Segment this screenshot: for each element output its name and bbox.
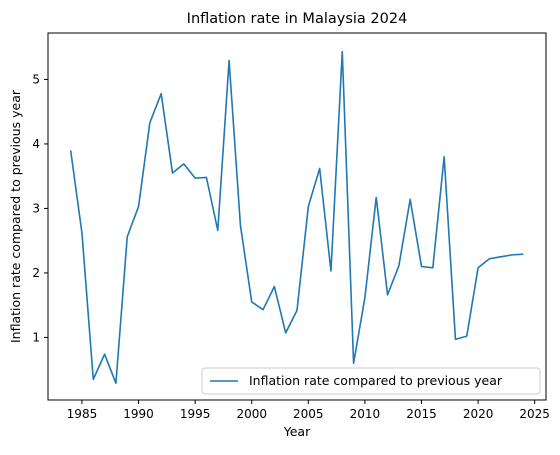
x-tick-label: 1985 — [67, 407, 98, 421]
x-tick-label: 2005 — [293, 407, 324, 421]
chart-title: Inflation rate in Malaysia 2024 — [187, 11, 408, 27]
y-tick-label: 1 — [32, 330, 40, 344]
legend: Inflation rate compared to previous year — [201, 367, 541, 395]
x-axis: 1985 1990 1995 2000 2005 2010 2015 2020 2025 — [67, 400, 550, 421]
x-tick-label: 1990 — [123, 407, 154, 421]
plot-frame — [47, 32, 547, 401]
series-layer — [69, 50, 524, 385]
x-tick-label: 2000 — [236, 407, 267, 421]
plot-area — [47, 32, 547, 401]
y-axis: 1 2 3 4 5 — [32, 72, 48, 344]
x-tick-label: 1995 — [180, 407, 211, 421]
legend-label: Inflation rate compared to previous year — [249, 373, 503, 388]
y-tick-label: 3 — [32, 201, 40, 215]
x-tick-label: 2020 — [463, 407, 494, 421]
y-axis-label: Inflation rate compared to previous year — [8, 89, 23, 343]
x-tick-label: 2025 — [519, 407, 550, 421]
legend-box — [201, 367, 541, 395]
series-line — [69, 50, 524, 385]
x-tick-label: 2010 — [350, 407, 381, 421]
y-tick-label: 2 — [32, 266, 40, 280]
x-tick-label: 2015 — [406, 407, 437, 421]
x-axis-label: Year — [283, 424, 311, 439]
y-tick-label: 4 — [32, 137, 40, 151]
y-tick-label: 5 — [32, 72, 40, 86]
